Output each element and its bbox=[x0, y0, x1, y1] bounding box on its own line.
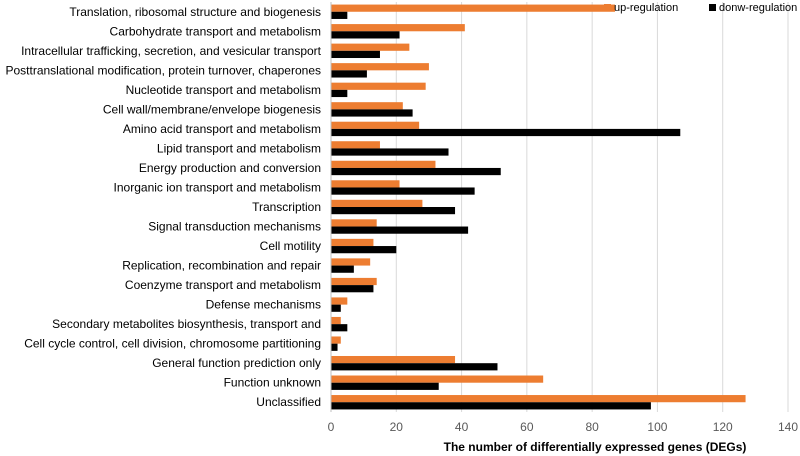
category-label-amino-acid-transport-and-metabolism: Amino acid transport and metabolism bbox=[123, 122, 321, 136]
bar-up-regulation-posttranslational-modification-protein-turnover-chaperones bbox=[331, 63, 429, 71]
category-label-cell-cycle-control-cell-division-chromosome-partitioning: Cell cycle control, cell division, chrom… bbox=[24, 337, 321, 351]
category-label-general-function-prediction-only: General function prediction only bbox=[152, 356, 321, 370]
category-label-intracellular-trafficking-secretion-and-vesicular-transport: Intracellular trafficking, secretion, an… bbox=[21, 44, 322, 58]
bar-up-regulation-carbohydrate-transport-and-metabolism bbox=[331, 24, 465, 32]
bar-up-regulation-inorganic-ion-transport-and-metabolism bbox=[331, 180, 400, 188]
bar-up-regulation-cell-cycle-control-cell-division-chromosome-partitioning bbox=[331, 336, 341, 344]
category-label-inorganic-ion-transport-and-metabolism: Inorganic ion transport and metabolism bbox=[114, 180, 321, 194]
bar-donw-regulation-carbohydrate-transport-and-metabolism bbox=[331, 31, 400, 39]
bar-donw-regulation-secondary-metabolites-biosynthesis-transport-and bbox=[331, 324, 348, 332]
bar-donw-regulation-replication-recombination-and-repair bbox=[331, 265, 354, 273]
bar-donw-regulation-cell-wall-membrane-envelope-biogenesis bbox=[331, 109, 413, 117]
bar-donw-regulation-amino-acid-transport-and-metabolism bbox=[331, 128, 681, 137]
category-labels: Translation, ribosomal structure and bio… bbox=[5, 5, 321, 409]
bar-donw-regulation-intracellular-trafficking-secretion-and-vesicular-transport bbox=[331, 50, 380, 59]
bar-up-regulation-energy-production-and-conversion bbox=[331, 160, 436, 168]
bar-donw-regulation-function-unknown bbox=[331, 382, 439, 390]
x-tick-label-0: 0 bbox=[328, 420, 335, 434]
category-label-cell-wall-membrane-envelope-biogenesis: Cell wall/membrane/envelope biogenesis bbox=[103, 102, 321, 116]
bar-up-regulation-nucleotide-transport-and-metabolism bbox=[331, 82, 426, 90]
category-label-unclassified: Unclassified bbox=[256, 395, 321, 409]
x-axis-title: The number of differentially expressed g… bbox=[444, 440, 747, 454]
bar-up-regulation-unclassified bbox=[331, 395, 746, 403]
bar-up-regulation-replication-recombination-and-repair bbox=[331, 258, 371, 266]
category-label-transcription: Transcription bbox=[252, 200, 321, 214]
category-label-posttranslational-modification-protein-turnover-chaperones: Posttranslational modification, protein … bbox=[5, 63, 321, 77]
bar-up-regulation-transcription bbox=[331, 199, 423, 207]
bar-donw-regulation-cell-cycle-control-cell-division-chromosome-partitioning bbox=[331, 343, 338, 351]
bars bbox=[331, 4, 746, 410]
legend-label-up-regulation: up-regulation bbox=[614, 2, 678, 14]
bar-donw-regulation-inorganic-ion-transport-and-metabolism bbox=[331, 187, 475, 195]
category-label-lipid-transport-and-metabolism: Lipid transport and metabolism bbox=[157, 141, 321, 155]
legend: up-regulation donw-regulation bbox=[604, 2, 797, 14]
bar-up-regulation-defense-mechanisms bbox=[331, 297, 348, 305]
bar-up-regulation-amino-acid-transport-and-metabolism bbox=[331, 121, 420, 129]
category-label-nucleotide-transport-and-metabolism: Nucleotide transport and metabolism bbox=[126, 83, 321, 97]
category-label-defense-mechanisms: Defense mechanisms bbox=[206, 298, 321, 312]
bar-donw-regulation-defense-mechanisms bbox=[331, 304, 341, 312]
bar-donw-regulation-transcription bbox=[331, 207, 456, 215]
category-label-signal-transduction-mechanisms: Signal transduction mechanisms bbox=[148, 220, 321, 234]
category-label-energy-production-and-conversion: Energy production and conversion bbox=[139, 161, 321, 175]
bar-up-regulation-signal-transduction-mechanisms bbox=[331, 219, 377, 227]
bar-donw-regulation-posttranslational-modification-protein-turnover-chaperones bbox=[331, 70, 367, 78]
x-tick-labels: 0 20 40 60 80 100 120 140 bbox=[328, 420, 799, 434]
x-tick-label-120: 120 bbox=[713, 420, 733, 434]
x-tick-label-100: 100 bbox=[647, 420, 667, 434]
bar-up-regulation-secondary-metabolites-biosynthesis-transport-and bbox=[331, 316, 341, 325]
bar-donw-regulation-coenzyme-transport-and-metabolism bbox=[331, 285, 374, 293]
legend-label-donw-regulation: donw-regulation bbox=[719, 2, 797, 14]
x-tick-label-60: 60 bbox=[520, 420, 534, 434]
x-tick-label-80: 80 bbox=[585, 420, 599, 434]
category-label-secondary-metabolites-biosynthesis-transport-and: Secondary metabolites biosynthesis, tran… bbox=[52, 317, 321, 331]
bar-up-regulation-cell-wall-membrane-envelope-biogenesis bbox=[331, 102, 403, 110]
bar-up-regulation-coenzyme-transport-and-metabolism bbox=[331, 277, 377, 286]
x-tick-label-20: 20 bbox=[390, 420, 404, 434]
bar-up-regulation-function-unknown bbox=[331, 375, 544, 383]
category-label-function-unknown: Function unknown bbox=[224, 376, 321, 390]
bar-donw-regulation-translation-ribosomal-structure-and-biogenesis bbox=[331, 11, 348, 19]
category-label-replication-recombination-and-repair: Replication, recombination and repair bbox=[122, 259, 321, 273]
category-label-coenzyme-transport-and-metabolism: Coenzyme transport and metabolism bbox=[125, 278, 321, 292]
bar-donw-regulation-energy-production-and-conversion bbox=[331, 167, 501, 176]
bar-donw-regulation-nucleotide-transport-and-metabolism bbox=[331, 89, 348, 98]
legend-swatch-up-regulation bbox=[604, 4, 611, 11]
bar-donw-regulation-unclassified bbox=[331, 402, 651, 410]
bar-donw-regulation-general-function-prediction-only bbox=[331, 363, 498, 371]
category-label-translation-ribosomal-structure-and-biogenesis: Translation, ribosomal structure and bio… bbox=[69, 5, 321, 19]
bar-up-regulation-intracellular-trafficking-secretion-and-vesicular-transport bbox=[331, 43, 410, 51]
bar-up-regulation-general-function-prediction-only bbox=[331, 355, 456, 364]
x-tick-label-40: 40 bbox=[455, 420, 469, 434]
bar-up-regulation-lipid-transport-and-metabolism bbox=[331, 141, 380, 149]
bar-donw-regulation-signal-transduction-mechanisms bbox=[331, 226, 469, 234]
x-tick-label-140: 140 bbox=[778, 420, 798, 434]
bar-up-regulation-translation-ribosomal-structure-and-biogenesis bbox=[331, 4, 615, 12]
category-label-carbohydrate-transport-and-metabolism: Carbohydrate transport and metabolism bbox=[110, 24, 321, 38]
gridlines bbox=[395, 2, 789, 412]
category-label-cell-motility: Cell motility bbox=[260, 239, 321, 253]
bar-donw-regulation-cell-motility bbox=[331, 246, 397, 254]
bar-up-regulation-cell-motility bbox=[331, 238, 374, 247]
legend-swatch-donw-regulation bbox=[709, 4, 716, 11]
bar-donw-regulation-lipid-transport-and-metabolism bbox=[331, 148, 449, 156]
